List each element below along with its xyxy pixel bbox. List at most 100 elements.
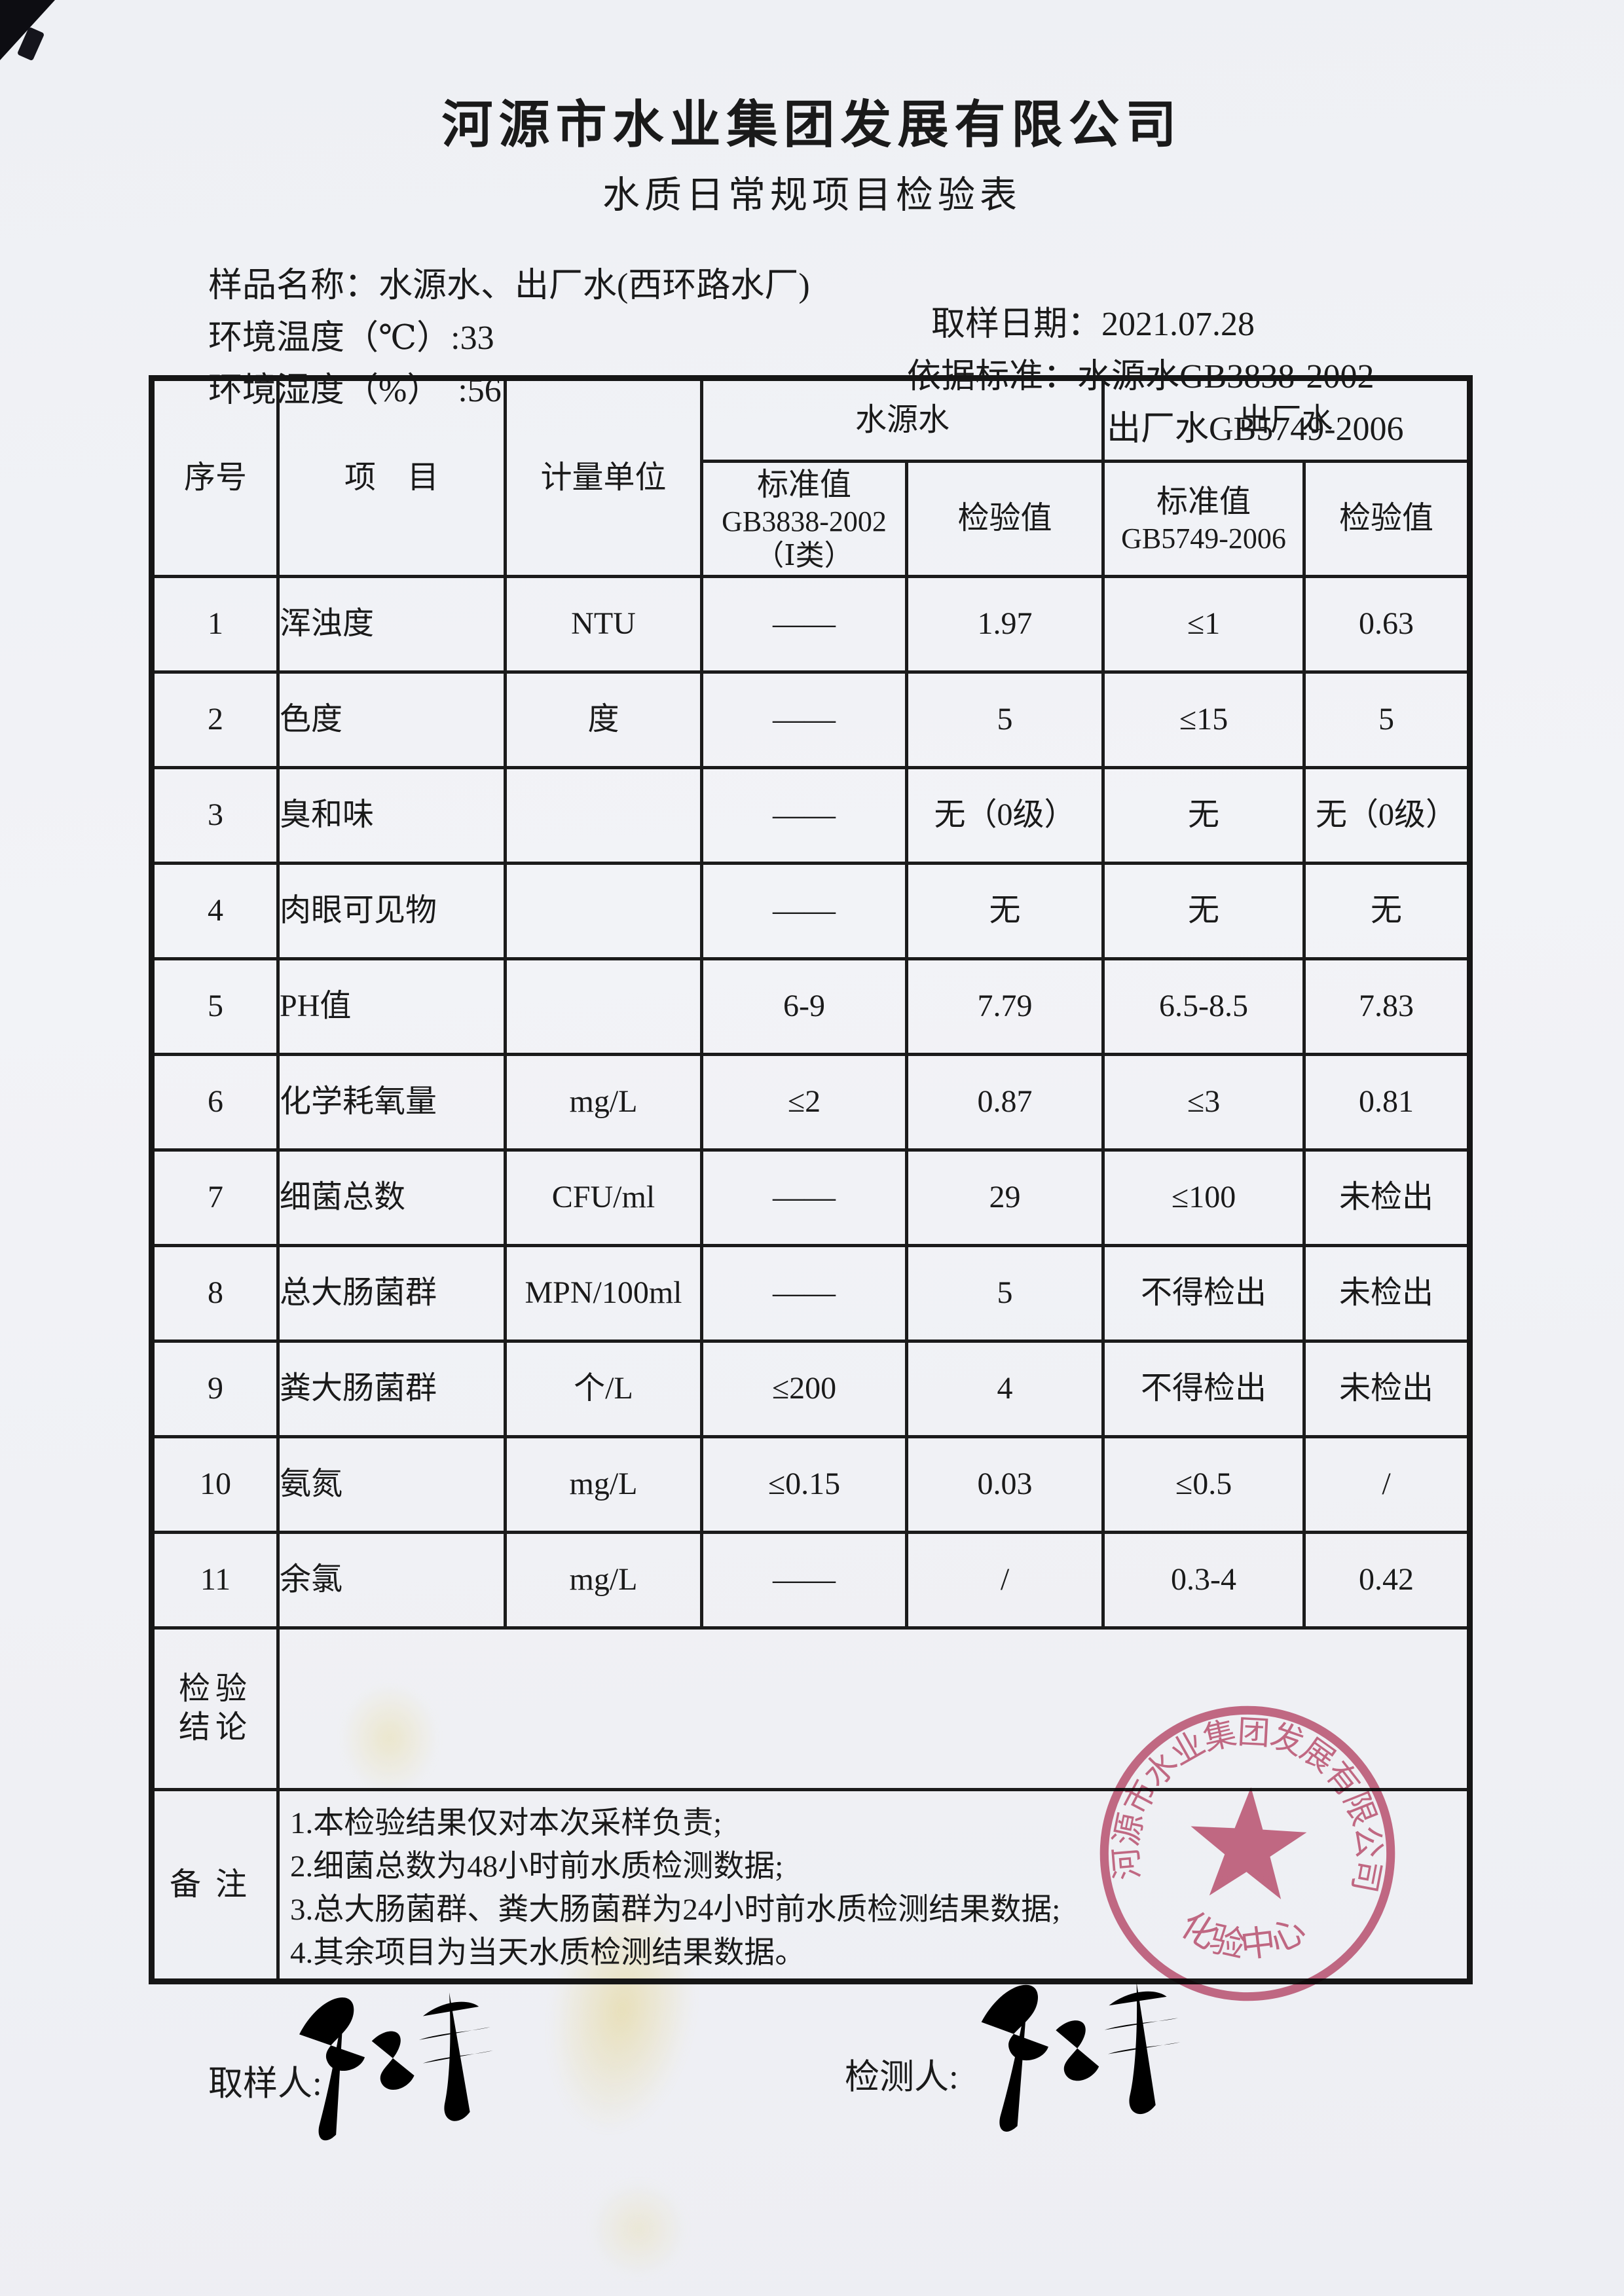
- cell-source-standard: ——: [700, 766, 908, 865]
- cell-outlet-value: 未检出: [1302, 1244, 1472, 1343]
- header-source-check: 检验值: [904, 460, 1105, 578]
- cell-item: 总大肠菌群: [276, 1244, 507, 1343]
- header-outlet-check: 检验值: [1302, 460, 1472, 578]
- cell-unit: NTU: [504, 575, 703, 674]
- table-row: 6 化学耗氧量 mg/L ≤2 0.87 ≤3 0.81: [150, 1053, 1472, 1152]
- cell-source-value: 4: [904, 1339, 1105, 1438]
- table-row: 4 肉眼可见物 —— 无 无 无: [150, 862, 1472, 960]
- cell-source-standard: ≤0.15: [700, 1435, 908, 1534]
- cell-unit: mg/L: [504, 1531, 703, 1630]
- source-std-code: GB3838-2002: [722, 505, 887, 538]
- table-row: 3 臭和味 —— 无（0级） 无 无（0级）: [150, 766, 1472, 865]
- seal-star-icon: [1190, 1787, 1307, 1900]
- cell-outlet-standard: 无: [1101, 766, 1306, 865]
- cell-item: 粪大肠菌群: [276, 1339, 507, 1438]
- info-line-sample: 样品名称：水源水、出厂水(西环路水厂) 取样日期：2021.07.28: [0, 219, 1624, 373]
- outlet-std-code: GB5749-2006: [1121, 522, 1286, 555]
- cell-unit: mg/L: [504, 1435, 703, 1534]
- cell-no: 6: [150, 1053, 280, 1152]
- header-source-group: 水源水: [699, 376, 1105, 463]
- cell-no: 1: [150, 575, 280, 674]
- cell-outlet-standard: ≤0.5: [1101, 1435, 1306, 1534]
- cell-outlet-value: 无（0级）: [1302, 766, 1472, 865]
- cell-source-standard: ——: [700, 1531, 908, 1630]
- cell-source-standard: ——: [700, 1244, 908, 1343]
- cell-outlet-value: 未检出: [1302, 1339, 1472, 1438]
- cell-outlet-standard: 6.5-8.5: [1101, 957, 1306, 1056]
- results-table: 序号 项 目 计量单位 水源水 出厂水 标准值 GB3838-2002 （Ⅰ类）…: [149, 375, 1473, 1984]
- cell-item: PH值: [276, 957, 507, 1056]
- cell-outlet-value: 0.63: [1302, 575, 1472, 674]
- sample-date: 取样日期：2021.07.28: [931, 306, 1255, 343]
- cell-outlet-standard: 0.3-4: [1101, 1531, 1306, 1630]
- cell-no: 10: [150, 1435, 280, 1534]
- cell-unit: 度: [504, 670, 703, 769]
- remark-line: 4.其余项目为当天水质检测结果数据。: [290, 1936, 806, 1970]
- cell-item: 化学耗氧量: [276, 1053, 507, 1152]
- cell-no: 2: [150, 670, 280, 769]
- cell-item: 细菌总数: [276, 1148, 507, 1247]
- cell-source-value: 0.03: [904, 1435, 1105, 1534]
- remarks-label-cell: 备注: [150, 1788, 280, 1983]
- paper-stain: [589, 2180, 688, 2278]
- cell-item: 色度: [276, 670, 507, 769]
- cell-unit: MPN/100ml: [504, 1244, 703, 1343]
- cell-source-value: 29: [904, 1148, 1105, 1247]
- cell-source-value: 无: [904, 862, 1105, 960]
- cell-source-standard: ——: [700, 1148, 908, 1247]
- cell-no: 8: [150, 1244, 280, 1343]
- cell-outlet-value: 未检出: [1302, 1148, 1472, 1247]
- cell-outlet-standard: ≤3: [1101, 1053, 1306, 1152]
- cell-outlet-value: 0.81: [1302, 1053, 1472, 1152]
- cell-source-standard: ≤2: [700, 1053, 908, 1152]
- cell-source-value: 5: [904, 1244, 1105, 1343]
- cell-source-standard: ——: [700, 862, 908, 960]
- header-outlet-standard: 标准值 GB5749-2006: [1101, 460, 1306, 578]
- cell-source-standard: 6-9: [700, 957, 908, 1056]
- cell-item: 余氯: [276, 1531, 507, 1630]
- table-row: 11 余氯 mg/L —— / 0.3-4 0.42: [150, 1531, 1472, 1630]
- cell-item: 浑浊度: [276, 575, 507, 674]
- sample-name: 样品名称：水源水、出厂水(西环路水厂): [208, 267, 810, 304]
- sampler-label: 取样人:: [208, 2065, 322, 2103]
- conclusion-label-line1: 检验: [178, 1671, 252, 1707]
- cell-unit: CFU/ml: [504, 1148, 703, 1247]
- env-temperature: 环境温度（℃）:33: [208, 319, 494, 357]
- source-std-class: （Ⅰ类）: [755, 539, 853, 572]
- cell-source-value: 5: [904, 670, 1105, 769]
- results-tbody: 1 浑浊度 NTU —— 1.97 ≤1 0.63 2 色度 度 —— 5 ≤1…: [150, 575, 1472, 1983]
- remarks-lines: 1.本检验结果仅对本次采样负责; 2.细菌总数为48小时前水质检测数据; 3.总大肠…: [280, 1795, 1467, 1975]
- company-title: 河源市水业集团发展有限公司: [441, 96, 1183, 153]
- table-row: 2 色度 度 —— 5 ≤15 5: [150, 670, 1472, 769]
- form-title: 水质日常规项目检验表: [602, 175, 1022, 216]
- cell-item: 肉眼可见物: [276, 862, 507, 960]
- sampler-signature: [277, 1971, 509, 2166]
- remark-line: 2.细菌总数为48小时前水质检测数据;: [290, 1850, 784, 1884]
- cell-no: 9: [150, 1339, 280, 1438]
- tester-label: 检测人:: [845, 2058, 959, 2096]
- source-std-label: 标准值: [756, 467, 851, 502]
- remarks-row: 备注 1.本检验结果仅对本次采样负责; 2.细菌总数为48小时前水质检测数据; 3.…: [150, 1788, 1472, 1983]
- table-row: 10 氨氮 mg/L ≤0.15 0.03 ≤0.5 /: [150, 1435, 1472, 1534]
- cell-outlet-standard: ≤100: [1101, 1148, 1306, 1247]
- seal-ring: [1099, 1705, 1395, 2001]
- table-row: 1 浑浊度 NTU —— 1.97 ≤1 0.63: [150, 575, 1472, 674]
- cell-no: 4: [150, 862, 280, 960]
- table-row: 8 总大肠菌群 MPN/100ml —— 5 不得检出 未检出: [150, 1244, 1472, 1343]
- cell-outlet-standard: 无: [1101, 862, 1306, 960]
- tester-signature: [959, 1960, 1195, 2164]
- cell-source-standard: ——: [700, 575, 908, 674]
- cell-source-standard: ——: [700, 670, 908, 769]
- cell-source-value: 0.87: [904, 1053, 1105, 1152]
- remark-line: 1.本检验结果仅对本次采样负责;: [290, 1806, 722, 1840]
- cell-source-standard: ≤200: [700, 1339, 908, 1438]
- header-source-standard: 标准值 GB3838-2002 （Ⅰ类）: [700, 460, 908, 578]
- cell-outlet-value: 0.42: [1302, 1531, 1472, 1630]
- cell-item: 氨氮: [276, 1435, 507, 1534]
- header-no: 序号: [150, 376, 280, 578]
- cell-no: 7: [150, 1148, 280, 1247]
- cell-outlet-standard: ≤15: [1101, 670, 1306, 769]
- cell-source-value: 1.97: [904, 575, 1105, 674]
- svg-text:化验中心: 化验中心: [1173, 1904, 1314, 1969]
